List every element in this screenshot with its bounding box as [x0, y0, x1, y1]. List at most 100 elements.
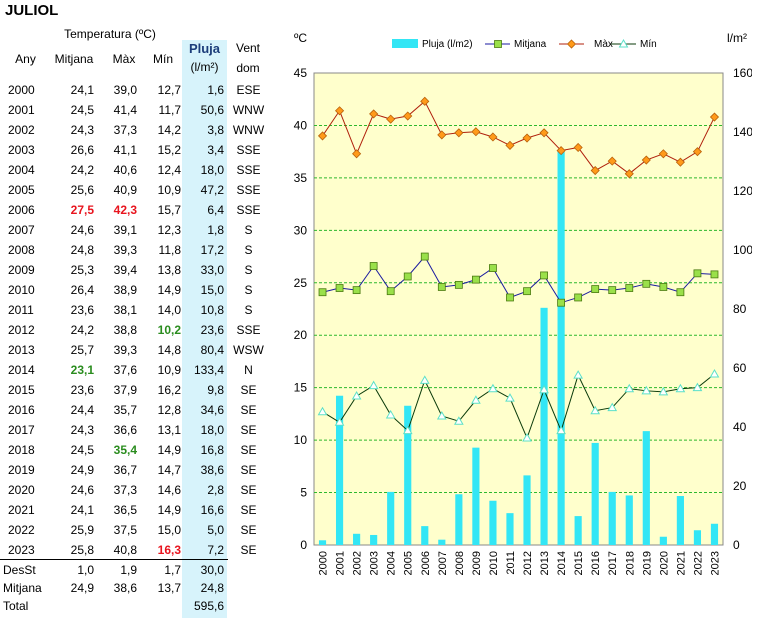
stat-pluja: 24,8: [200, 581, 224, 595]
x-tick-label: 2003: [369, 551, 381, 575]
min-point: [471, 395, 481, 404]
header-vent-dom: dom: [236, 61, 260, 75]
mitjana-point: [557, 298, 566, 307]
cell-pluja: 18,0: [200, 423, 224, 437]
cell-mitjana: 25,9: [70, 523, 94, 537]
max-point: [590, 165, 600, 176]
cell-mitjana: 24,9: [70, 463, 94, 477]
cell-pluja: 133,4: [193, 363, 224, 377]
cell-max: 42,3: [113, 203, 137, 217]
max-point: [556, 146, 566, 156]
cell-mitjana: 25,7: [70, 343, 94, 357]
cell-vent: SE: [240, 403, 257, 417]
cell-max: 39,4: [113, 263, 137, 277]
cell-max: 36,7: [113, 463, 137, 477]
pluja-bar: [659, 536, 667, 545]
pluja-bar: [625, 495, 633, 545]
cell-pluja: 80,4: [200, 343, 224, 357]
legend-label-max: Màx: [594, 39, 613, 50]
cell-pluja: 18,0: [200, 163, 224, 177]
cell-vent: SE: [240, 523, 257, 537]
min-point: [488, 383, 498, 393]
table-row: 2016 24,4 35,7 12,8 34,6 SE: [0, 400, 270, 420]
mitjana-point: [523, 287, 531, 296]
cell-mitjana: 25,6: [70, 183, 94, 197]
mitjana-point: [471, 275, 480, 284]
pluja-bar: [318, 540, 327, 545]
table-row: 2000 24,1 39,0 12,7 1,6 ESE: [0, 80, 270, 100]
max-point: [539, 128, 549, 138]
min-point: [573, 370, 584, 379]
cell-max: 40,6: [113, 163, 137, 177]
cell-pluja: 23,6: [200, 323, 224, 337]
x-tick-label: 2020: [658, 551, 670, 575]
page-title: JULIOL: [5, 2, 59, 19]
cell-year: 2004: [8, 163, 35, 177]
y-axis-right-label: l/m²: [727, 31, 747, 45]
stats-row: Mitjana 24,9 38,6 13,7 24,8: [0, 580, 270, 598]
min-point: [317, 406, 328, 416]
cell-mitjana: 24,3: [70, 423, 94, 437]
max-point: [709, 112, 720, 122]
max-point: [692, 147, 703, 157]
y-left-tick-label: 0: [300, 538, 307, 552]
max-point: [607, 156, 617, 166]
min-point: [709, 369, 720, 378]
temperature-lines: [317, 96, 720, 442]
legend-label-pluja: Pluja (l/m2): [422, 39, 473, 50]
cell-max: 38,9: [113, 283, 137, 297]
pluja-bar: [676, 496, 684, 545]
max-point: [403, 111, 413, 121]
chart: 0 5 10 15 20 25 30 35 40 45 0 20 40 60 80 100 120 140 160 2…: [294, 31, 752, 575]
x-tick-label: 2014: [556, 551, 568, 575]
cell-min: 12,3: [157, 223, 181, 237]
y-right-tick-label: 80: [733, 302, 747, 316]
min-point: [334, 417, 345, 426]
pluja-bar: [642, 431, 650, 545]
pluja-bar: [506, 513, 514, 545]
stat-pluja: 30,0: [200, 563, 224, 577]
stat-label: DesSt: [3, 563, 36, 577]
cell-pluja: 2,8: [207, 483, 224, 497]
mitjana-point: [710, 270, 719, 279]
pluja-bar: [608, 491, 616, 545]
cell-vent: SSE: [236, 143, 261, 157]
cell-year: 2013: [8, 343, 35, 357]
x-tick-label: 2016: [590, 551, 602, 575]
table-row: 2003 26,6 41,1 15,2 3,4 SSE: [0, 140, 270, 160]
max-point: [675, 157, 685, 167]
cell-year: 2021: [8, 503, 35, 517]
table-row: 2002 24,3 37,3 14,2 3,8 WNW: [0, 120, 270, 140]
header-pluja: Pluja: [188, 41, 221, 56]
mitjana-point: [386, 287, 395, 296]
cell-min: 13,8: [157, 263, 181, 277]
cell-vent: S: [244, 243, 253, 257]
cell-min: 14,8: [157, 343, 181, 357]
cell-mitjana: 23,6: [70, 303, 94, 317]
mitjana-point: [693, 269, 702, 278]
cell-vent: SSE: [236, 183, 261, 197]
cell-vent: SE: [240, 423, 257, 437]
y-left-tick-label: 25: [294, 276, 308, 290]
cell-vent: SSE: [236, 323, 261, 337]
mitjana-point: [454, 280, 463, 289]
cell-vent: ESE: [236, 83, 261, 97]
cell-mitjana: 24,5: [70, 443, 94, 457]
cell-year: 2022: [8, 523, 35, 537]
y-right-tick-label: 140: [733, 125, 752, 139]
mitjana-point: [642, 279, 651, 288]
cell-vent: WSW: [233, 343, 264, 357]
cell-mitjana: 25,8: [70, 543, 94, 557]
y-left-tick-label: 30: [294, 223, 308, 237]
cell-year: 2008: [8, 243, 35, 257]
cell-max: 37,6: [113, 363, 137, 377]
mitjana-point: [318, 288, 327, 297]
cell-min: 15,2: [157, 143, 181, 157]
cell-mitjana: 24,6: [70, 483, 94, 497]
table-row: 2009 25,3 39,4 13,8 33,0 S: [0, 260, 270, 280]
cell-year: 2009: [8, 263, 35, 277]
cell-min: 12,4: [157, 163, 181, 177]
max-point: [641, 155, 651, 165]
mitjana-point: [676, 288, 685, 297]
min-point: [351, 391, 362, 400]
